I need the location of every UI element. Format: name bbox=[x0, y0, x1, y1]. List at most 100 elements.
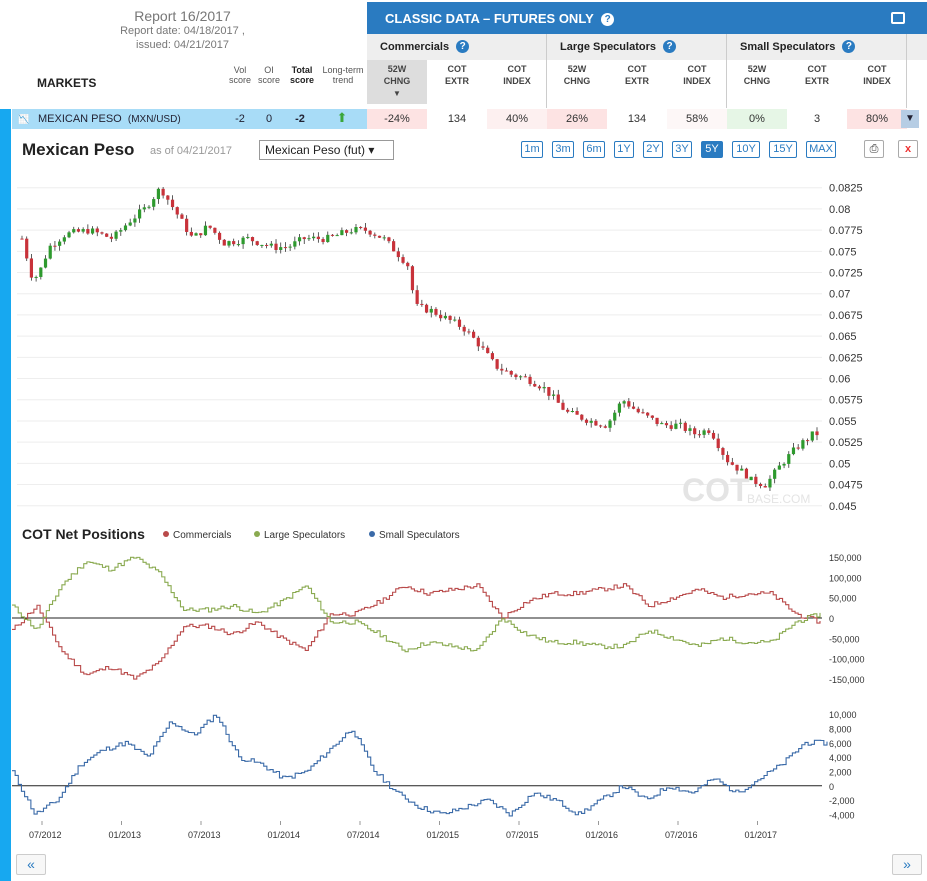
candle-body bbox=[415, 290, 419, 304]
candle-body bbox=[490, 353, 495, 360]
candle-body bbox=[316, 236, 320, 240]
y-tick-label: 0.0475 bbox=[829, 480, 863, 492]
y-tick-label: 10,000 bbox=[829, 710, 857, 720]
legend-label: Commercials bbox=[173, 530, 232, 541]
candle-body bbox=[462, 326, 466, 332]
timeframe-button-6m[interactable]: 6m bbox=[583, 141, 605, 158]
candle-body bbox=[326, 234, 330, 243]
market-row-mexican-peso[interactable]: 📉 MEXICAN PESO (MXN/USD) -2 0 -2 ⬆ bbox=[12, 109, 367, 129]
candle-body bbox=[561, 402, 565, 410]
timeframe-button-2y[interactable]: 2Y bbox=[643, 141, 663, 158]
candle-body bbox=[646, 412, 650, 416]
col-header-cot-extr[interactable]: COT EXTR bbox=[444, 64, 469, 86]
trend-header: Long-term trend bbox=[322, 65, 364, 85]
timeframe-button-3m[interactable]: 3m bbox=[552, 141, 574, 158]
candle-body bbox=[62, 237, 66, 242]
banner-title: CLASSIC DATA – FUTURES ONLY bbox=[385, 11, 594, 26]
cot-chart: 150,000 100,000 50,000 0 -50,000 -100,000 -150… bbox=[12, 553, 865, 840]
candle-body bbox=[344, 230, 349, 233]
candle-body bbox=[43, 258, 48, 268]
candle-body bbox=[537, 386, 542, 389]
value-cell: 58% bbox=[667, 109, 727, 129]
candle-body bbox=[260, 244, 264, 246]
close-chart-button[interactable]: x bbox=[898, 140, 918, 158]
candle-body bbox=[716, 438, 720, 449]
candle-body bbox=[500, 368, 504, 371]
legend-dot-icon bbox=[254, 531, 260, 537]
candle-body bbox=[664, 423, 669, 426]
help-icon[interactable]: ? bbox=[456, 40, 470, 53]
candle-body bbox=[373, 234, 377, 236]
candle-body bbox=[504, 370, 509, 372]
timeframe-button-15y[interactable]: 15Y bbox=[769, 141, 797, 158]
candle-body bbox=[594, 420, 598, 426]
y-tick-label: 2,000 bbox=[829, 767, 852, 777]
candle-body bbox=[787, 454, 791, 464]
col-header-52w-chng[interactable]: 52W CHNG bbox=[563, 64, 591, 86]
candle-body bbox=[81, 229, 85, 232]
legend-item[interactable]: Commercials bbox=[163, 530, 231, 541]
col-header-cot-index[interactable]: COT INDEX bbox=[683, 64, 711, 86]
candle-body bbox=[142, 207, 146, 210]
legend-item[interactable]: Small Speculators bbox=[369, 530, 460, 541]
timeframe-button-5y[interactable]: 5Y bbox=[701, 141, 723, 158]
watermark-sub: BASE.COM bbox=[747, 492, 810, 506]
legend-label: Small Speculators bbox=[379, 530, 460, 541]
candle-body bbox=[486, 347, 490, 354]
vol-score-header: Vol score bbox=[228, 65, 251, 85]
group-commercials: Commercials ? bbox=[380, 40, 470, 53]
help-icon[interactable]: ? bbox=[663, 40, 677, 53]
col-header-52w-chng-commercials[interactable]: 52W CHNG ▼ bbox=[367, 60, 427, 104]
legend-label: Large Speculators bbox=[264, 530, 346, 541]
candle-body bbox=[29, 258, 34, 278]
as-of-date: as of 04/21/2017 bbox=[150, 145, 232, 157]
candle-body bbox=[302, 237, 306, 240]
timeframe-button-max[interactable]: MAX bbox=[806, 141, 836, 158]
col-header-cot-index[interactable]: COT INDEX bbox=[503, 64, 531, 86]
x-tick-label: 07/2016 bbox=[665, 830, 698, 840]
candle-body bbox=[650, 415, 654, 418]
y-tick-label: 8,000 bbox=[829, 724, 852, 734]
print-chart-icon[interactable]: ⎙ bbox=[864, 140, 884, 158]
col-header-cot-index[interactable]: COT INDEX bbox=[863, 64, 891, 86]
candle-body bbox=[599, 425, 603, 427]
col-header-cot-extr[interactable]: COT EXTR bbox=[624, 64, 649, 86]
col-header-52w-chng[interactable]: 52W CHNG bbox=[743, 64, 771, 86]
timeframe-button-1y[interactable]: 1Y bbox=[614, 141, 634, 158]
legend-item[interactable]: Large Speculators bbox=[254, 530, 345, 541]
candle-body bbox=[674, 423, 678, 429]
candle-body bbox=[185, 218, 189, 232]
candle-body bbox=[758, 483, 763, 487]
candle-body bbox=[655, 417, 659, 424]
candle-body bbox=[133, 218, 137, 223]
candle-body bbox=[20, 238, 24, 240]
candle-body bbox=[542, 386, 546, 389]
candle-body bbox=[387, 237, 391, 242]
candle-body bbox=[551, 394, 556, 396]
prev-button[interactable]: « bbox=[16, 854, 46, 875]
col-header-cot-extr[interactable]: COT EXTR bbox=[804, 64, 829, 86]
candle-body bbox=[754, 476, 758, 484]
y-tick-label: 0.06 bbox=[829, 374, 850, 386]
candle-body bbox=[627, 401, 631, 407]
market-select[interactable]: Mexican Peso (fut) ▾ bbox=[259, 140, 394, 160]
x-tick-label: 01/2016 bbox=[586, 830, 619, 840]
help-icon[interactable]: ? bbox=[601, 13, 615, 26]
help-icon[interactable]: ? bbox=[842, 40, 856, 53]
timeframe-button-10y[interactable]: 10Y bbox=[732, 141, 760, 158]
sort-down-icon: ▼ bbox=[393, 89, 401, 98]
candle-body bbox=[288, 246, 292, 248]
y-tick-label: 0.045 bbox=[829, 501, 857, 513]
candle-body bbox=[613, 412, 617, 421]
timeframe-button-1m[interactable]: 1m bbox=[521, 141, 543, 158]
x-tick-label: 07/2012 bbox=[29, 830, 62, 840]
candle-body bbox=[777, 465, 781, 470]
candle-body bbox=[481, 346, 485, 348]
timeframe-button-3y[interactable]: 3Y bbox=[672, 141, 692, 158]
print-icon[interactable] bbox=[891, 12, 905, 24]
next-button[interactable]: » bbox=[892, 854, 922, 875]
expand-arrow-icon[interactable]: ▼ bbox=[901, 110, 919, 128]
candle-body bbox=[307, 238, 311, 240]
candle-body bbox=[86, 229, 90, 234]
candle-body bbox=[354, 227, 358, 233]
